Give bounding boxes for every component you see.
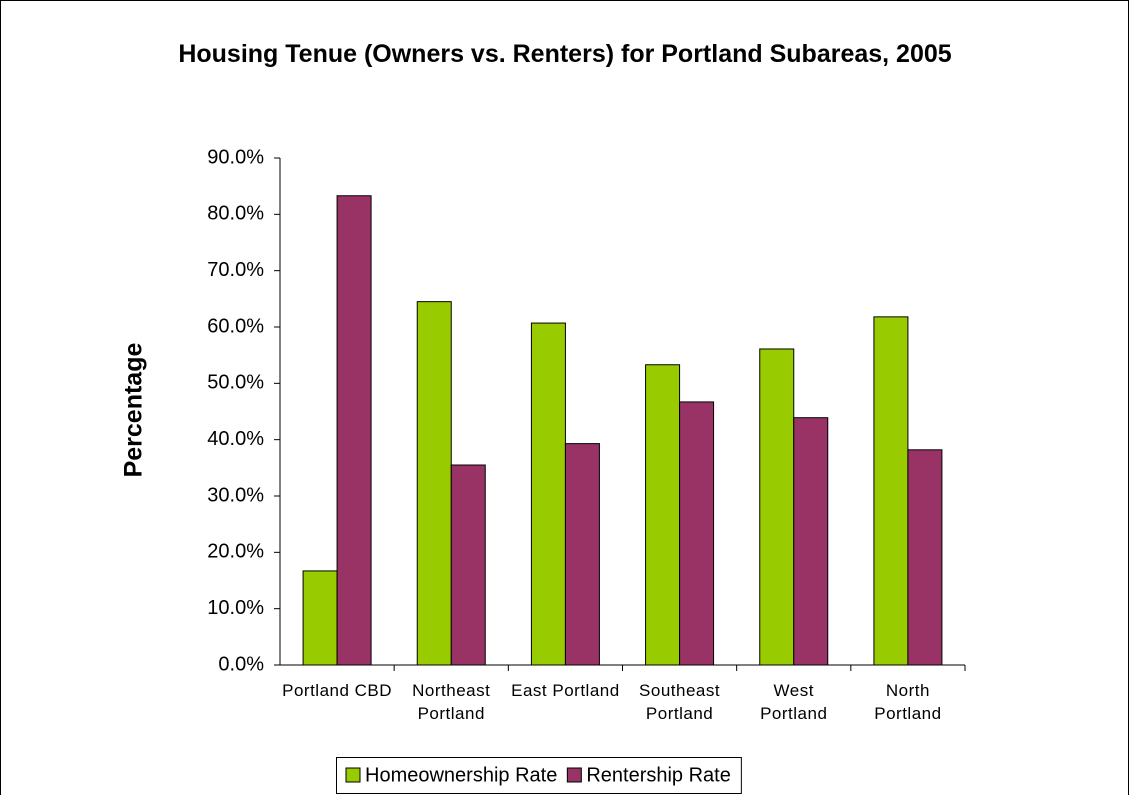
y-tick-label: 0.0%: [218, 653, 264, 675]
y-tick-label: 60.0%: [207, 315, 264, 337]
y-tick-label: 20.0%: [207, 541, 264, 563]
bar: [336, 195, 372, 666]
legend-swatch: [345, 767, 361, 783]
bar: [907, 449, 943, 666]
y-tick-label: 80.0%: [207, 203, 264, 225]
legend-swatch: [566, 767, 582, 783]
y-axis-label: Percentage: [120, 343, 148, 478]
chart-title: Housing Tenue (Owners vs. Renters) for P…: [178, 40, 952, 68]
bar: [679, 401, 715, 666]
x-tick-label: Northeast Portland: [412, 681, 491, 723]
x-tick-label: West Portland: [760, 681, 828, 723]
y-tick-label: 70.0%: [207, 259, 264, 281]
x-tick-label: East Portland: [511, 681, 620, 700]
bar: [416, 301, 452, 666]
y-tick-label: 30.0%: [207, 484, 264, 506]
x-tick-label: Southeast Portland: [639, 681, 721, 723]
bar: [645, 364, 681, 666]
y-tick-label: 90.0%: [207, 146, 264, 168]
legend-label: Homeownership Rate: [365, 764, 557, 786]
bar: [759, 348, 795, 666]
x-tick-label: North Portland: [874, 681, 942, 723]
bar: [793, 417, 829, 666]
y-tick-label: 40.0%: [207, 428, 264, 450]
x-tick-label: Portland CBD: [282, 681, 393, 700]
bar: [302, 570, 338, 666]
legend-box: [336, 757, 742, 794]
legend-label: Rentership Rate: [586, 764, 731, 786]
bar: [450, 464, 486, 666]
bar: [564, 443, 600, 666]
bar: [873, 316, 909, 666]
y-tick-label: 10.0%: [207, 597, 264, 619]
y-tick-label: 50.0%: [207, 372, 264, 394]
bar: [530, 322, 566, 666]
